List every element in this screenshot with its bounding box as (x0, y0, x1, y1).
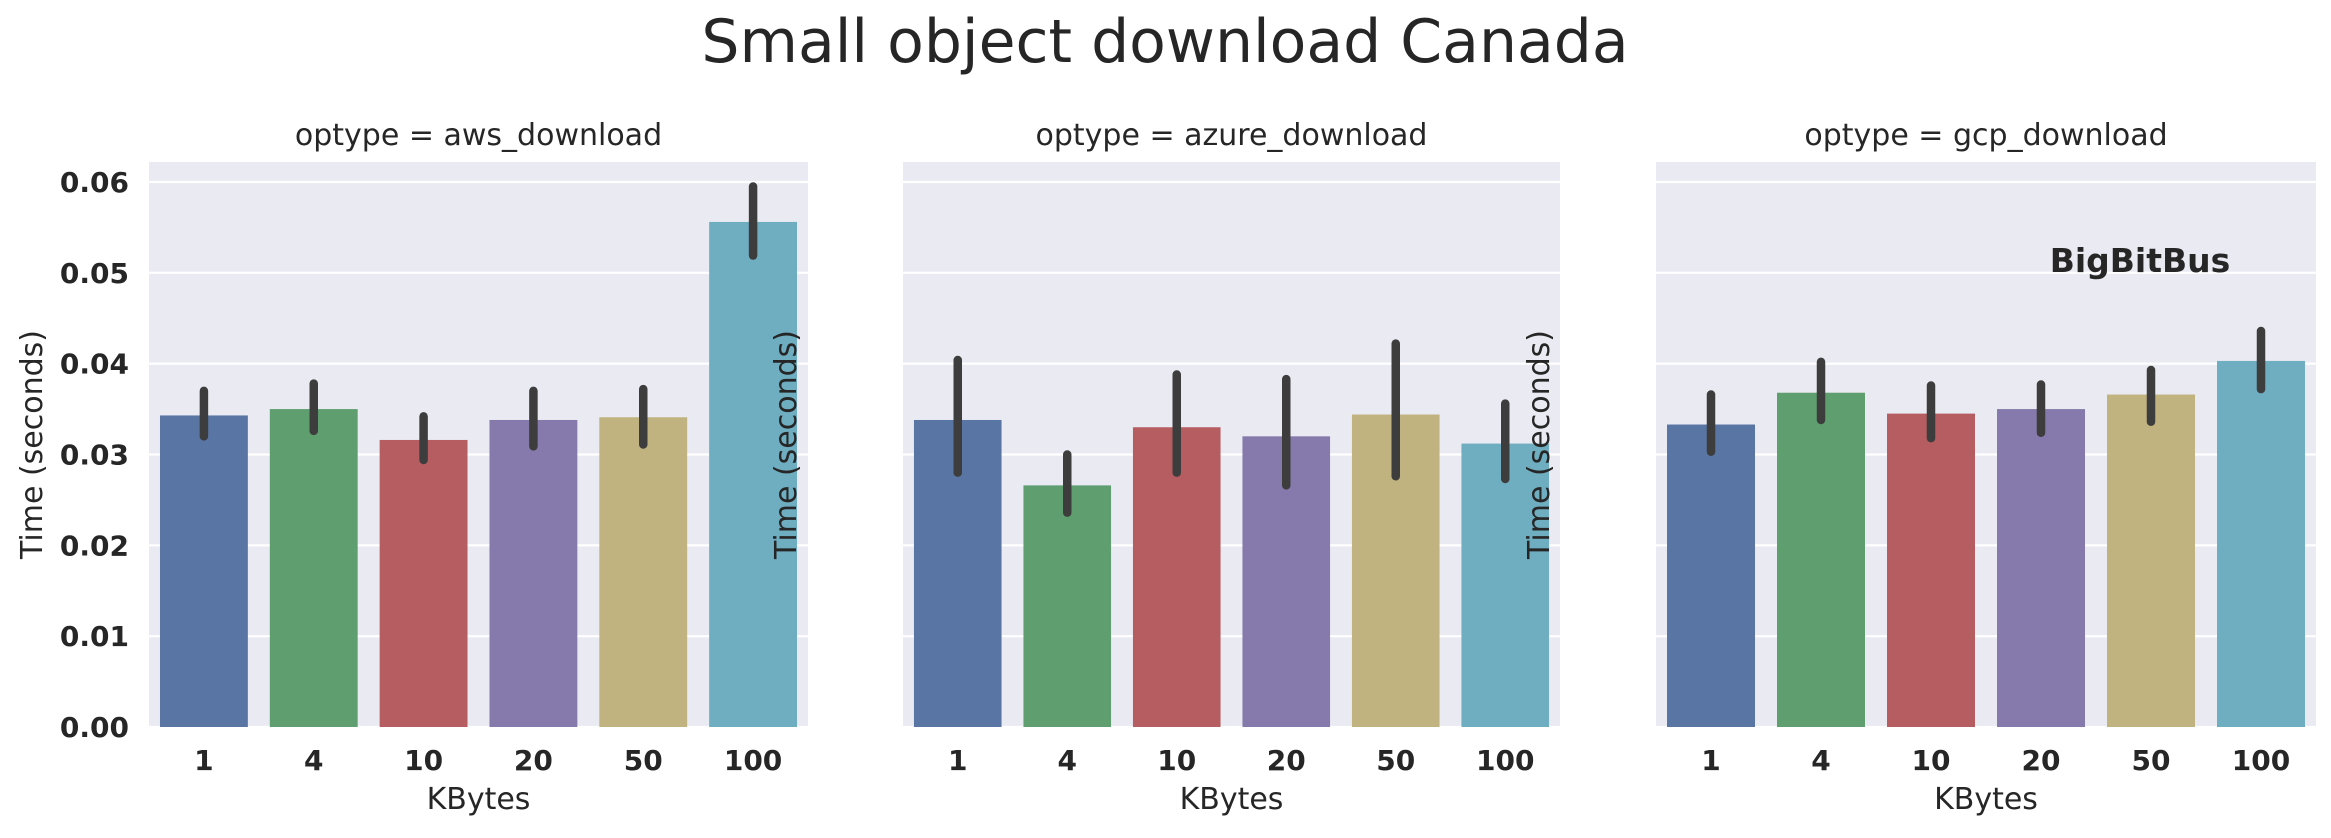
x-tick-label: 50 (1376, 744, 1415, 777)
panel-title: optype = azure_download (1036, 118, 1428, 153)
bar-100 (2217, 360, 2305, 727)
y-tick-label: 0.05 (60, 257, 129, 290)
x-tick-label: 20 (514, 744, 553, 777)
chart-panel-1: 1 4 10 20 50 100 optype = aws_download KBytes Ti… (15, 118, 808, 817)
y-axis-label: Time (seconds) (15, 330, 50, 560)
x-tick-label: 4 (1811, 744, 1830, 777)
bar-4 (1777, 392, 1865, 727)
x-tick-label: 20 (2022, 744, 2061, 777)
x-tick-label: 20 (1267, 744, 1306, 777)
y-tick-label: 0.00 (60, 711, 129, 744)
watermark-text: BigBitBus (2050, 241, 2231, 280)
x-axis-label: KBytes (427, 782, 531, 817)
y-axis-label: Time (seconds) (769, 330, 804, 560)
y-axis-label: Time (seconds) (1522, 330, 1557, 560)
y-tick-label: 0.01 (60, 620, 129, 653)
x-tick-label: 100 (724, 744, 782, 777)
plot-area (149, 162, 808, 727)
bar-100 (709, 221, 798, 727)
y-tick-label: 0.02 (60, 529, 129, 562)
x-tick-label: 4 (1058, 744, 1077, 777)
bar-50 (599, 417, 688, 727)
panel-title: optype = aws_download (295, 118, 662, 153)
bar-1 (159, 415, 248, 727)
x-tick-label: 1 (948, 744, 967, 777)
chart-panel-2: 1 4 10 20 50 100 optype = azure_download KBytes… (769, 118, 1560, 817)
chart-title: Small object download Canada (701, 7, 1628, 77)
x-tick-label: 4 (304, 744, 323, 777)
x-tick-label: 10 (1157, 744, 1196, 777)
bar-1 (1667, 424, 1755, 727)
bar-10 (1132, 427, 1221, 727)
x-tick-label: 50 (624, 744, 663, 777)
bar-20 (1997, 409, 2085, 727)
bar-100 (1461, 443, 1550, 727)
plot-area (1656, 162, 2316, 727)
y-tick-label: 0.06 (60, 166, 129, 199)
bar-4 (269, 409, 358, 727)
bar-50 (2107, 394, 2195, 727)
bar-10 (1887, 413, 1975, 727)
x-tick-label: 50 (2132, 744, 2171, 777)
bar-4 (1023, 485, 1112, 727)
x-tick-label: 1 (1701, 744, 1720, 777)
x-axis-label: KBytes (1180, 782, 1284, 817)
plot-area (903, 162, 1560, 727)
y-tick-label: 0.03 (60, 438, 129, 471)
x-tick-label: 10 (404, 744, 443, 777)
bar-10 (379, 439, 468, 727)
x-tick-label: 100 (2232, 744, 2290, 777)
x-axis-label: KBytes (1934, 782, 2038, 817)
panel-title: optype = gcp_download (1804, 118, 2167, 153)
y-tick-label: 0.04 (60, 348, 129, 381)
x-tick-label: 10 (1912, 744, 1951, 777)
chart-panel-3: 1 4 10 20 50 100 optype = gcp_download KBytes Ti… (1522, 118, 2316, 817)
x-tick-label: 1 (194, 744, 213, 777)
bar-20 (489, 419, 578, 727)
x-tick-label: 100 (1476, 744, 1534, 777)
